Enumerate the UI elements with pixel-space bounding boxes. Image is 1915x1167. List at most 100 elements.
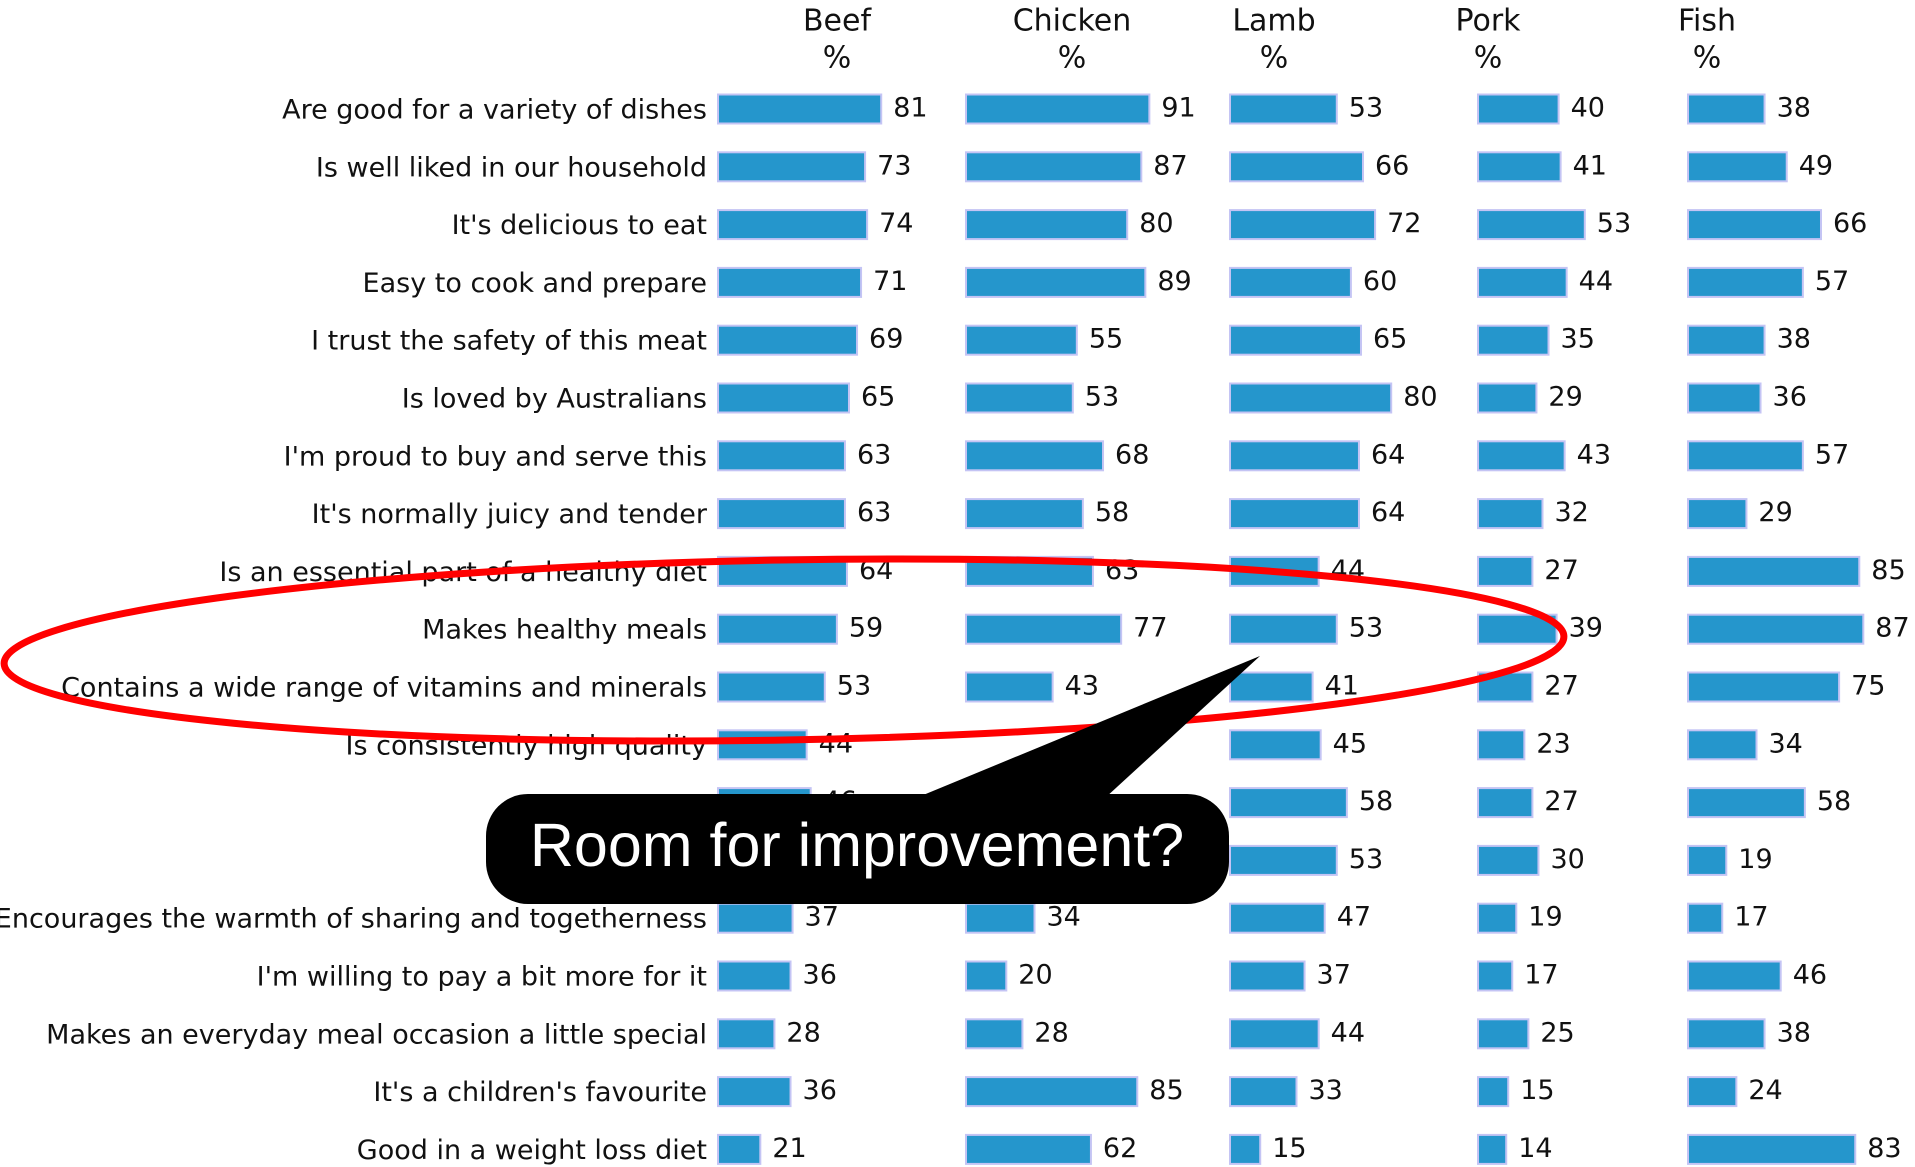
bar — [717, 382, 850, 414]
bar — [1687, 1133, 1857, 1165]
category-label: Are good for a variety of dishes — [282, 95, 707, 126]
value-label: 29 — [1548, 382, 1582, 413]
series-name: Pork — [1455, 4, 1521, 39]
callout-pointer — [916, 656, 1260, 798]
bar — [965, 209, 1129, 241]
bar — [1477, 498, 1544, 530]
bar — [717, 93, 883, 125]
value-label: 58 — [1359, 786, 1393, 817]
value-label: 19 — [1528, 902, 1562, 933]
bar — [1477, 266, 1568, 298]
bar — [965, 498, 1084, 530]
unit-label: % — [1058, 41, 1087, 76]
value-label: 34 — [1047, 902, 1081, 933]
bar — [1229, 787, 1348, 819]
value-label: 72 — [1387, 208, 1421, 239]
value-label: 87 — [1153, 150, 1187, 181]
value-label: 53 — [837, 671, 871, 702]
bar — [965, 93, 1151, 125]
bar — [1229, 1018, 1320, 1050]
bar — [1229, 440, 1360, 472]
bar — [1477, 960, 1514, 992]
bar — [965, 324, 1078, 356]
series-name: Lamb — [1232, 4, 1315, 39]
category-label: Is well liked in our household — [316, 152, 707, 183]
bar — [717, 613, 838, 645]
value-label: 85 — [1871, 555, 1905, 586]
value-label: 15 — [1272, 1133, 1306, 1164]
value-label: 60 — [1363, 266, 1397, 297]
value-label: 53 — [1349, 844, 1383, 875]
bar — [965, 1133, 1092, 1165]
category-label: Is loved by Australians — [402, 384, 707, 415]
value-label: 25 — [1540, 1017, 1574, 1048]
category-label: Contains a wide range of vitamins and mi… — [61, 673, 707, 704]
value-label: 46 — [1793, 960, 1827, 991]
bar — [1687, 787, 1806, 819]
bar — [1687, 613, 1865, 645]
value-label: 91 — [1161, 93, 1195, 124]
bar — [717, 729, 808, 761]
bar — [965, 382, 1074, 414]
value-label: 83 — [1867, 1133, 1901, 1164]
bar — [1687, 266, 1804, 298]
bar — [1477, 382, 1538, 414]
bar — [717, 1018, 776, 1050]
value-label: 75 — [1851, 671, 1885, 702]
value-label: 73 — [877, 150, 911, 181]
value-label: 89 — [1157, 266, 1191, 297]
value-label: 17 — [1524, 960, 1558, 991]
value-label: 58 — [1095, 497, 1129, 528]
callout-box — [486, 794, 1229, 904]
value-label: 57 — [1815, 266, 1849, 297]
bar — [1229, 209, 1377, 241]
value-label: 44 — [1579, 266, 1613, 297]
value-label: 49 — [1799, 150, 1833, 181]
value-label: 64 — [1371, 497, 1405, 528]
bar — [1687, 1018, 1766, 1050]
bar — [965, 613, 1123, 645]
category-label: Easy to cook and prepare — [363, 268, 707, 299]
bar — [1229, 151, 1364, 183]
value-label: 53 — [1349, 93, 1383, 124]
bar — [1229, 671, 1314, 703]
value-label: 44 — [1331, 1017, 1365, 1048]
value-label: 41 — [1325, 671, 1359, 702]
series-name: Chicken — [1013, 4, 1132, 39]
value-label: 15 — [1520, 1075, 1554, 1106]
value-label: 19 — [1738, 844, 1772, 875]
bar — [965, 151, 1143, 183]
value-label: 77 — [1133, 613, 1167, 644]
category-label: Makes an everyday meal occasion a little… — [46, 1019, 707, 1050]
value-label: 62 — [1103, 1133, 1137, 1164]
value-label: 35 — [1561, 324, 1595, 355]
unit-label: % — [1693, 41, 1722, 76]
value-label: 36 — [803, 1075, 837, 1106]
category-label: I'm proud to buy and serve this — [284, 441, 707, 472]
highlight-ellipse — [0, 555, 1568, 745]
bar — [1477, 1133, 1508, 1165]
bar — [1687, 1076, 1738, 1108]
value-label: 27 — [1544, 555, 1578, 586]
value-label: 58 — [1817, 786, 1851, 817]
value-label: 21 — [772, 1133, 806, 1164]
bar — [965, 671, 1054, 703]
bar — [717, 1133, 762, 1165]
bar — [1477, 729, 1526, 761]
value-label: 28 — [786, 1017, 820, 1048]
bar — [1229, 960, 1306, 992]
value-label: 38 — [1777, 93, 1811, 124]
bar — [1687, 844, 1728, 876]
value-label: 38 — [1777, 324, 1811, 355]
value-label: 65 — [861, 382, 895, 413]
bar — [717, 209, 869, 241]
bar — [1477, 93, 1560, 125]
value-label: 53 — [1597, 208, 1631, 239]
bar — [1477, 324, 1550, 356]
value-label: 36 — [1773, 382, 1807, 413]
bar — [1687, 209, 1822, 241]
bar — [965, 1018, 1024, 1050]
category-label: Good in a weight loss diet — [357, 1135, 707, 1166]
bar — [717, 671, 826, 703]
